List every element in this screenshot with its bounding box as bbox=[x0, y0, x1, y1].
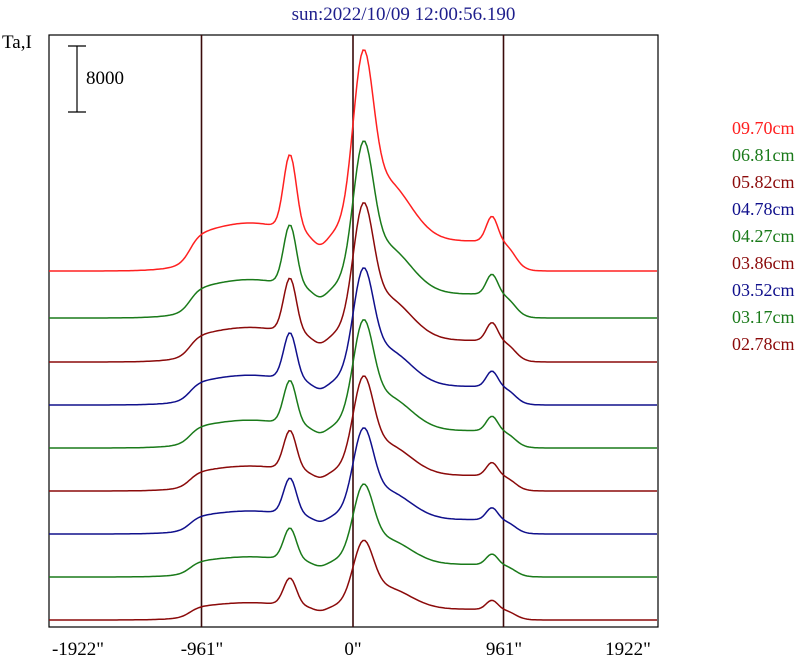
series-line bbox=[49, 49, 657, 272]
series-line bbox=[49, 140, 657, 319]
x-tick-label: 961" bbox=[485, 639, 523, 660]
y-axis-label: Ta,I bbox=[2, 32, 32, 53]
x-tick-label: 0" bbox=[344, 639, 362, 660]
legend-item: 03.52cm bbox=[732, 280, 795, 300]
scale-bar-label: 8000 bbox=[86, 68, 124, 89]
series-line bbox=[49, 267, 657, 406]
legend-item: 06.81cm bbox=[732, 145, 795, 165]
legend-item: 03.86cm bbox=[732, 253, 795, 273]
series-line bbox=[49, 319, 657, 449]
legend-item: 09.70cm bbox=[732, 118, 795, 138]
legend-item: 04.27cm bbox=[732, 226, 795, 246]
chart-title: sun:2022/10/09 12:00:56.190 bbox=[291, 4, 516, 25]
legend-item: 03.17cm bbox=[732, 307, 795, 327]
series-group bbox=[49, 49, 657, 621]
series-line bbox=[49, 427, 657, 535]
legend-item: 04.78cm bbox=[732, 199, 795, 219]
series-line bbox=[49, 202, 657, 363]
series-line bbox=[49, 483, 657, 578]
scale-bar bbox=[68, 45, 86, 113]
series-line bbox=[49, 539, 657, 621]
x-tick-label: -1922" bbox=[51, 639, 105, 660]
series-line bbox=[49, 375, 657, 492]
legend-item: 05.82cm bbox=[732, 172, 795, 192]
legend-item: 02.78cm bbox=[732, 334, 795, 354]
x-tick-label: 1922" bbox=[605, 639, 651, 660]
x-tick-label: -961" bbox=[180, 639, 224, 660]
